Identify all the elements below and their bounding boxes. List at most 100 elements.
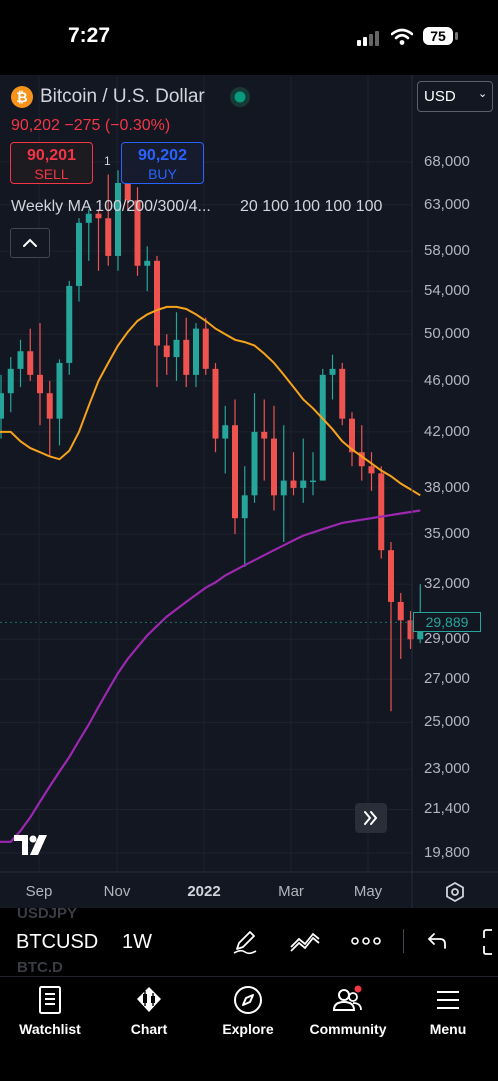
candle-body xyxy=(329,368,336,375)
candle-body xyxy=(397,601,404,621)
candle xyxy=(251,393,258,503)
candle xyxy=(202,317,209,375)
candle xyxy=(261,399,268,481)
signal-icon xyxy=(357,31,379,46)
candle xyxy=(212,362,219,453)
candle-body xyxy=(85,213,92,223)
candle-body xyxy=(222,425,229,439)
candle-body xyxy=(378,473,385,551)
candle xyxy=(319,368,326,481)
y-tick-label: 35,000 xyxy=(424,524,470,542)
chart-settings-icon[interactable] xyxy=(444,881,466,903)
bottom-tab-bar: Watchlist Chart Explore xyxy=(0,976,498,1081)
scroll-to-realtime-button[interactable] xyxy=(355,803,387,833)
more-options-icon[interactable] xyxy=(351,936,381,946)
toolbar-divider xyxy=(403,929,404,953)
candle xyxy=(397,592,404,659)
tab-label: Watchlist xyxy=(19,1021,81,1037)
fullscreen-icon[interactable] xyxy=(482,928,498,956)
y-tick-label: 23,000 xyxy=(424,760,470,778)
y-tick-label: 29,000 xyxy=(424,630,470,648)
interval-button[interactable]: 1W xyxy=(122,931,152,953)
wifi-icon xyxy=(391,28,413,45)
watchlist-icon xyxy=(39,986,61,1014)
quote-change: 90,202 −275 (−0.30%) xyxy=(11,117,171,134)
candle-body xyxy=(407,620,414,640)
candle xyxy=(85,209,92,261)
candle-body xyxy=(7,368,14,394)
drawing-tools-icon[interactable] xyxy=(231,927,259,955)
indicators-icon[interactable] xyxy=(289,929,321,953)
tab-explore[interactable]: Explore xyxy=(198,977,298,1037)
candle xyxy=(222,405,229,474)
candle xyxy=(378,466,385,559)
candle-body xyxy=(358,452,365,467)
y-tick-label: 27,000 xyxy=(424,670,470,688)
x-tick-label: May xyxy=(353,883,383,900)
candle xyxy=(339,362,346,426)
indicator-label[interactable]: Weekly MA 100/200/300/4... xyxy=(11,198,211,215)
tab-menu[interactable]: Menu xyxy=(398,977,498,1037)
collapse-legend-button[interactable] xyxy=(10,228,50,258)
candle xyxy=(183,317,190,388)
tab-chart[interactable]: Chart xyxy=(99,977,199,1037)
candle xyxy=(17,339,24,388)
candle-body xyxy=(0,393,4,419)
candle xyxy=(271,405,277,511)
y-tick-label: 46,000 xyxy=(424,371,470,389)
symbol-title[interactable]: Bitcoin / U.S. Dollar xyxy=(40,86,205,107)
candle xyxy=(358,425,365,481)
candle-body xyxy=(251,431,258,496)
candle xyxy=(0,374,4,439)
candle-body xyxy=(280,480,287,496)
candle-body xyxy=(154,260,160,346)
menu-icon xyxy=(437,991,459,1009)
ghost-symbol-top: USDJPY xyxy=(17,905,78,922)
candle-body xyxy=(300,480,307,488)
currency-select[interactable]: USD xyxy=(417,81,493,112)
candle-body xyxy=(27,351,34,375)
battery-tip xyxy=(455,32,458,40)
candle xyxy=(144,246,151,292)
candle-body xyxy=(134,200,141,266)
candle xyxy=(95,209,102,271)
status-time: 7:27 xyxy=(68,24,111,47)
bitcoin-icon: ₿ xyxy=(11,86,33,108)
candle-body xyxy=(37,374,43,394)
buy-button[interactable]: 90,202 BUY xyxy=(121,142,204,184)
candle xyxy=(7,357,14,413)
candle xyxy=(105,174,112,266)
candle xyxy=(193,323,199,388)
x-tick-label: Mar xyxy=(278,883,304,900)
x-tick-label: Nov xyxy=(103,883,131,900)
candle-body xyxy=(124,182,131,201)
tab-watchlist[interactable]: Watchlist xyxy=(0,977,100,1037)
tab-label: Explore xyxy=(222,1021,274,1037)
sell-price: 90,201 xyxy=(27,147,76,164)
tab-community[interactable]: Community xyxy=(298,977,398,1037)
candle-body xyxy=(173,339,180,358)
candle-body xyxy=(241,495,248,519)
candle xyxy=(163,334,170,375)
symbol-search-button[interactable]: BTCUSD xyxy=(16,931,99,953)
candle-body xyxy=(46,393,53,419)
candle-body xyxy=(17,351,24,369)
indicator-values: 20 100 100 100 100 xyxy=(240,198,383,215)
sell-button[interactable]: 90,201 SELL xyxy=(10,142,93,184)
tab-label: Community xyxy=(309,1021,387,1037)
y-tick-label: 68,000 xyxy=(424,153,470,170)
price-chart[interactable] xyxy=(0,75,498,908)
candle xyxy=(66,280,73,375)
candle xyxy=(407,611,414,650)
last-price-label: 29,889 xyxy=(413,612,481,633)
candle-body xyxy=(261,431,268,439)
y-tick-label: 54,000 xyxy=(424,282,470,300)
undo-icon[interactable] xyxy=(426,930,448,952)
candle-body xyxy=(56,362,63,419)
chevron-down-icon: ⌄ xyxy=(478,88,488,100)
double-chevron-right-icon xyxy=(364,811,378,825)
candle-body xyxy=(388,550,394,602)
candle xyxy=(290,452,297,496)
notification-dot xyxy=(354,985,362,993)
y-tick-label: 25,000 xyxy=(424,713,470,731)
